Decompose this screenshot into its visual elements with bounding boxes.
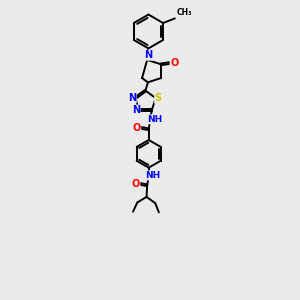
Text: O: O: [170, 58, 178, 68]
Text: NH: NH: [146, 171, 161, 180]
Text: N: N: [128, 93, 136, 103]
Text: O: O: [132, 179, 140, 189]
Text: S: S: [154, 93, 162, 103]
Text: O: O: [133, 123, 141, 133]
Text: CH₃: CH₃: [177, 8, 192, 17]
Text: N: N: [132, 105, 140, 115]
Text: NH: NH: [147, 115, 162, 124]
Text: N: N: [144, 50, 152, 60]
